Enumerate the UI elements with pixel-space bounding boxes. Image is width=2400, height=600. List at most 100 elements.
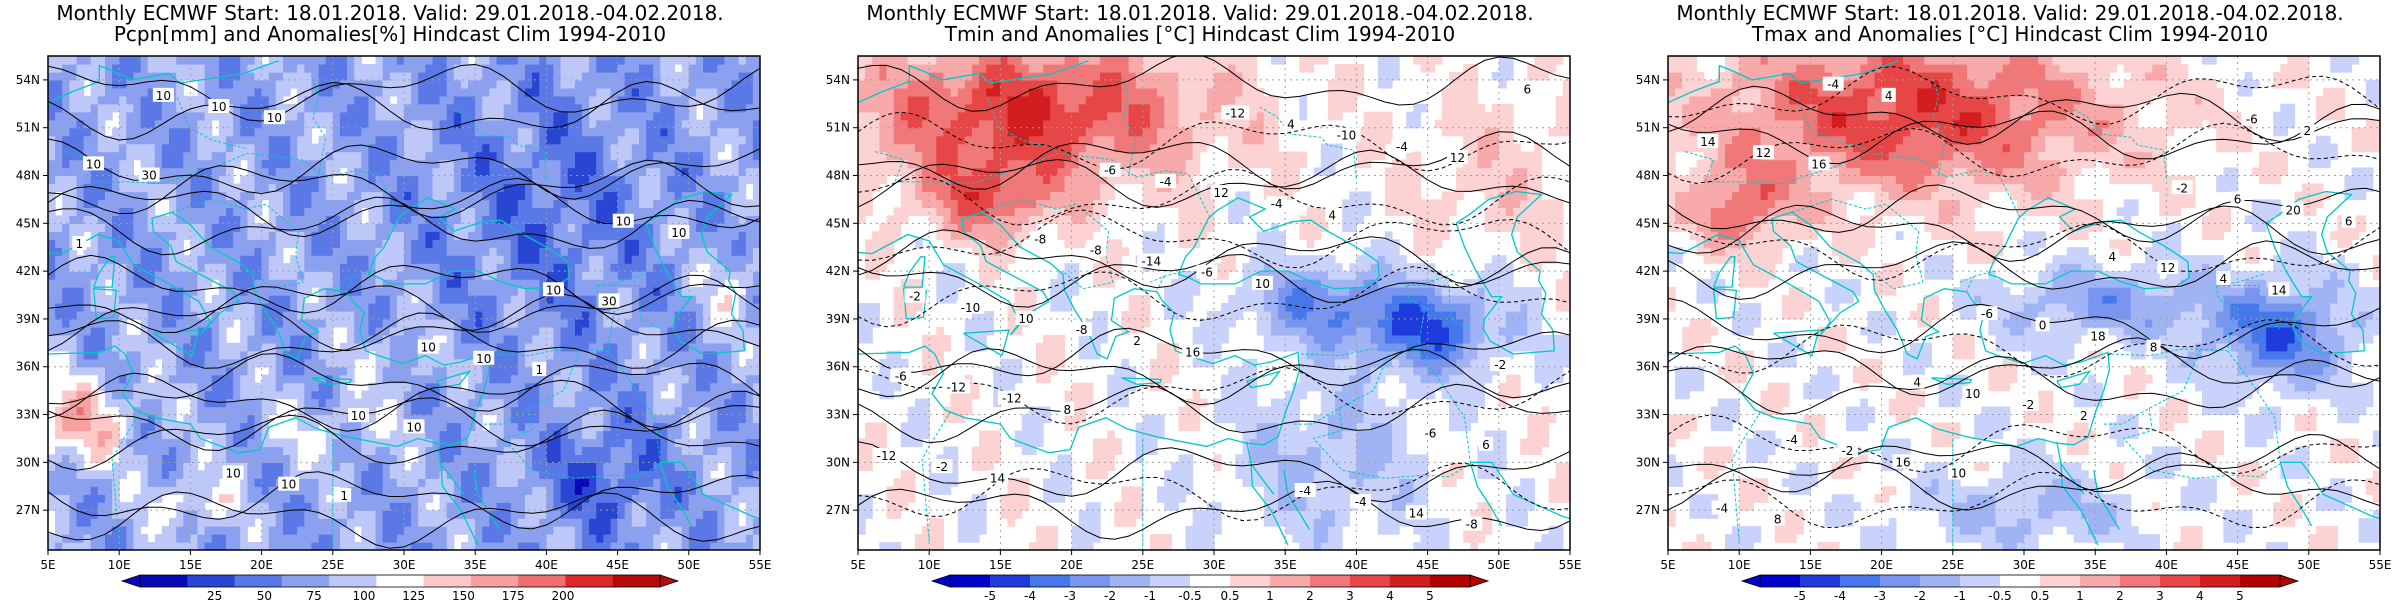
- y-tick-label: 36N: [16, 360, 40, 374]
- contour-label: 4: [1287, 118, 1295, 132]
- contour-label: 8: [1774, 513, 1782, 527]
- colorbar-label: -2: [1104, 589, 1116, 600]
- colorbar-segment: [2040, 575, 2081, 587]
- colorbar-label: -2: [1914, 589, 1926, 600]
- contour-label: -14: [1142, 255, 1162, 269]
- contour-label-box: [2087, 328, 2109, 343]
- contour-label: 10: [156, 89, 171, 103]
- y-tick-label: 51N: [1636, 121, 1660, 135]
- contour-label: 10: [1951, 467, 1966, 481]
- contour-label-box: [347, 408, 369, 423]
- colorbar-segment: [1430, 575, 1471, 587]
- contour-label-box: [278, 476, 300, 491]
- contour-label-box: [1770, 511, 1785, 526]
- y-tick-label: 54N: [16, 73, 40, 87]
- gridlines: [1668, 56, 2380, 550]
- contour-label: -6: [1104, 164, 1116, 178]
- colorbar-segment: [950, 575, 991, 587]
- contour-label-box: [1266, 196, 1288, 211]
- contour-label-box: [890, 368, 912, 383]
- colorbar-label: 4: [2196, 589, 2204, 600]
- contour-label: 6: [2345, 215, 2353, 229]
- tmin-map: -2-6-4-2-8-12-6-10-4-4-6-846101214-12-14…: [826, 55, 1581, 600]
- contour-label-box: [872, 447, 901, 462]
- contour-label: -12: [1226, 106, 1246, 120]
- contour-label-box: [1196, 264, 1218, 279]
- contour-label: 4: [1885, 89, 1893, 103]
- contour-label-box: [1447, 149, 1469, 164]
- tmax-map: -6-4-6-2-4442-2068101214161820-4-2412108…: [1636, 55, 2391, 600]
- colorbar-label: 25: [207, 589, 222, 600]
- colorbar-segment: [1270, 575, 1311, 587]
- colorbar-label: -5: [1794, 589, 1806, 600]
- contour-label: 4: [1328, 208, 1336, 222]
- contour-label-box: [2216, 271, 2231, 286]
- contour-label: 14: [1700, 135, 1715, 149]
- x-tick-label: 15E: [1799, 558, 1822, 572]
- contour-label-box: [1221, 105, 1250, 120]
- colorbar-segment: [612, 575, 661, 587]
- contour-label-box: [2105, 248, 2120, 263]
- colorbar-segment: [518, 575, 566, 587]
- colorbar-segment: [2080, 575, 2121, 587]
- contour-label: 14: [2271, 283, 2286, 297]
- contour-label: 10: [421, 341, 436, 355]
- contour-label: -6: [1424, 427, 1436, 441]
- y-tick-label: 45N: [16, 216, 40, 230]
- contour-label-box: [1697, 134, 1719, 149]
- colorbar-segment: [1960, 575, 2001, 587]
- y-tick-label: 54N: [1636, 73, 1660, 87]
- colorbar-label: 4: [1386, 589, 1394, 600]
- contour-label-box: [1405, 505, 1427, 520]
- colorbar-segment: [140, 575, 188, 587]
- contour-label: 10: [546, 283, 561, 297]
- colorbar-segment: [1150, 575, 1191, 587]
- contour-label: -10: [1337, 129, 1357, 143]
- contour-label-box: [1836, 443, 1858, 458]
- contour-label-box: [2035, 317, 2050, 332]
- contour-label-box: [337, 487, 352, 502]
- contour-label: 2: [2304, 124, 2312, 138]
- x-tick-label: 10E: [108, 558, 131, 572]
- colorbar-segment: [2120, 575, 2161, 587]
- contour-label-box: [2157, 259, 2179, 274]
- y-tick-label: 36N: [1636, 360, 1660, 374]
- y-tick-label: 39N: [1636, 312, 1660, 326]
- colorbar-label: 0.5: [1220, 589, 1239, 600]
- contour-label: 4: [2108, 250, 2116, 264]
- colorbar-segment: [376, 575, 425, 587]
- coastlines: [1668, 60, 2380, 550]
- contour-label-box: [2300, 122, 2315, 137]
- contour-labels: 10 10 10 10 10 10 10 10 10 10 10 10 30 30 1 1 1 10: [72, 87, 690, 503]
- contour-label-box: [997, 390, 1026, 405]
- y-tick-label: 48N: [1636, 169, 1660, 183]
- coastlines: [48, 60, 760, 550]
- x-tick-label: 10E: [918, 558, 941, 572]
- contour-label: 10: [1255, 277, 1270, 291]
- x-tick-label: 35E: [2084, 558, 2107, 572]
- contour-label: -4: [1299, 484, 1311, 498]
- colorbar-label: 50: [257, 589, 272, 600]
- contour-label: 1: [340, 489, 348, 503]
- contour-label-box: [1781, 432, 1803, 447]
- colorbar-label: 5: [2236, 589, 2244, 600]
- panel-title-line1: Monthly ECMWF Start: 18.01.2018. Valid: …: [1676, 1, 2344, 25]
- contour-label-box: [1461, 516, 1483, 531]
- contour-label-box: [208, 98, 230, 113]
- contour-label: 4: [2220, 272, 2228, 286]
- contour-label: -12: [1002, 392, 1022, 406]
- contour-label-box: [1029, 231, 1051, 246]
- colorbar-label: -4: [1024, 589, 1036, 600]
- y-tick-label: 30N: [826, 455, 850, 469]
- contour-label-box: [1808, 156, 1830, 171]
- contour-label-box: [956, 299, 985, 314]
- contour-label-box: [1478, 436, 1493, 451]
- panel-title-line1: Monthly ECMWF Start: 18.01.2018. Valid: …: [866, 1, 1534, 25]
- contour-label: 10: [225, 467, 240, 481]
- contour-label: 6: [1482, 438, 1490, 452]
- y-tick-label: 27N: [1636, 503, 1660, 517]
- y-tick-label: 33N: [1636, 408, 1660, 422]
- x-tick-label: 20E: [250, 558, 273, 572]
- colorbar-segment: [1840, 575, 1881, 587]
- contour-label-box: [1947, 465, 1969, 480]
